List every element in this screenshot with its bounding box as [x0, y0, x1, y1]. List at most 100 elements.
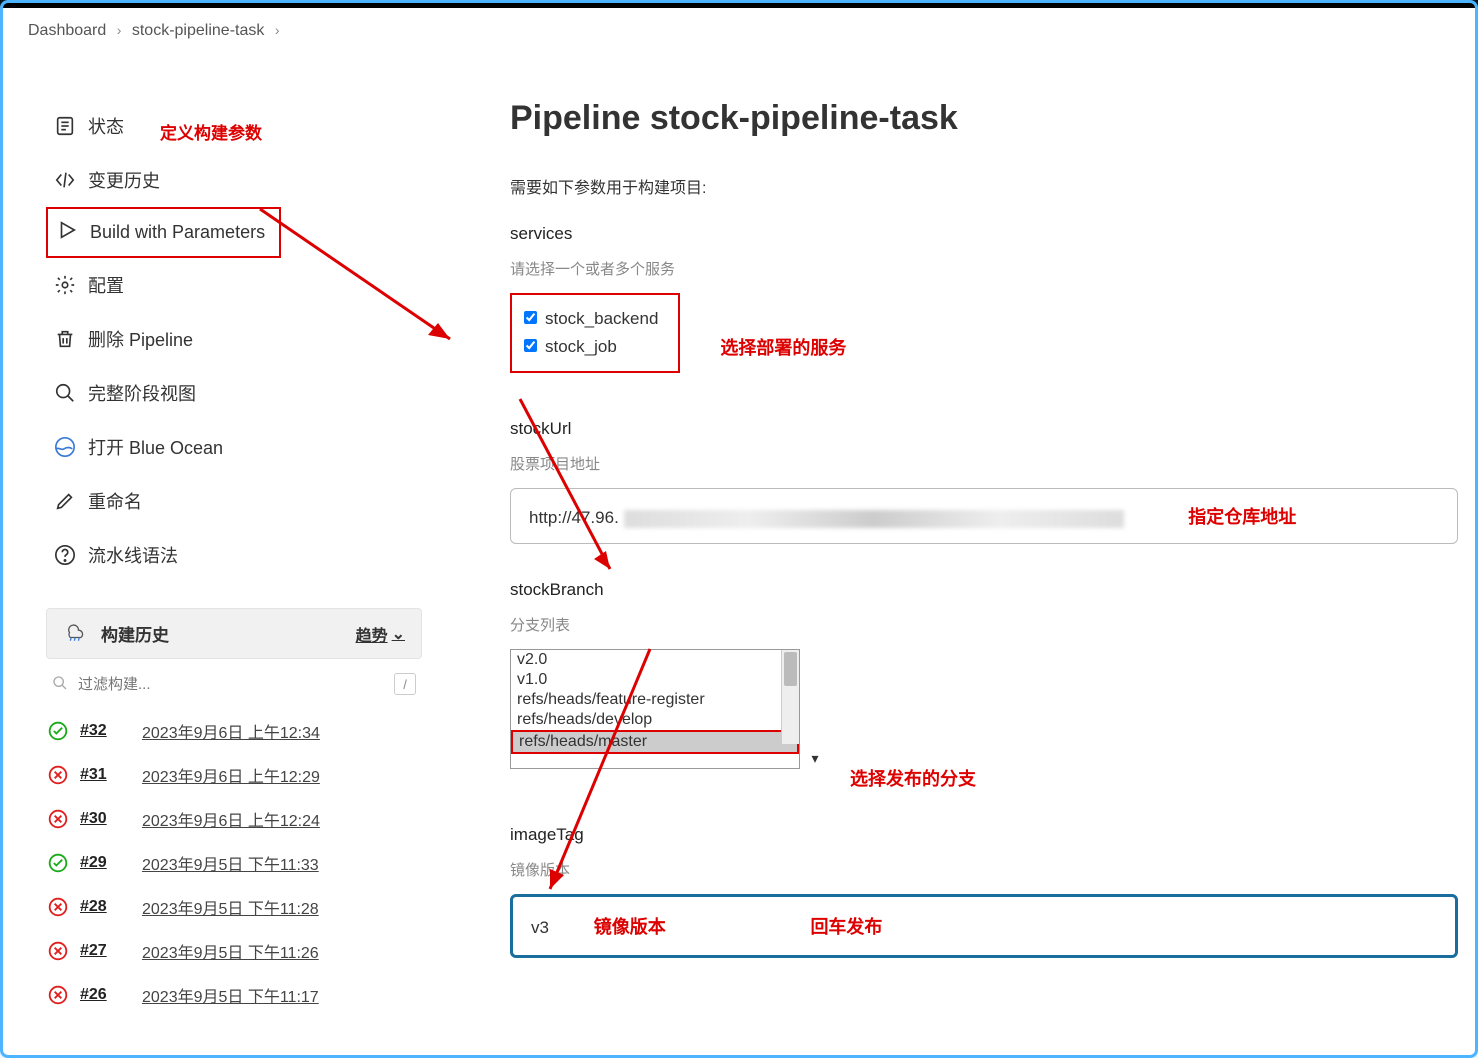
- build-date[interactable]: 2023年9月5日 下午11:17: [142, 983, 319, 1007]
- annotation-define-params: 定义构建参数: [160, 119, 262, 144]
- build-list: #32 2023年9月6日 上午12:34 #31 2023年9月6日 上午12:29…: [46, 709, 422, 1017]
- build-date[interactable]: 2023年9月5日 下午11:26: [142, 939, 319, 963]
- build-number[interactable]: #31: [80, 766, 130, 784]
- breadcrumb-project[interactable]: stock-pipeline-task: [132, 22, 265, 39]
- service-option[interactable]: stock_backend: [524, 305, 658, 333]
- build-row[interactable]: #27 2023年9月5日 下午11:26: [46, 929, 422, 973]
- status-fail-icon: [48, 941, 68, 961]
- branch-option[interactable]: refs/heads/develop: [511, 710, 799, 730]
- param-stockurl-name: stockUrl: [510, 419, 1458, 439]
- page-title: Pipeline stock-pipeline-task: [510, 99, 1458, 138]
- build-row[interactable]: #30 2023年9月6日 上午12:24: [46, 797, 422, 841]
- imagetag-input[interactable]: v3 镜像版本 回车发布: [510, 894, 1458, 958]
- build-date[interactable]: 2023年9月6日 上午12:29: [142, 763, 320, 787]
- param-branch-hint: 分支列表: [510, 614, 1458, 635]
- sidebar-item-label: 打开 Blue Ocean: [88, 434, 223, 460]
- build-date[interactable]: 2023年9月5日 下午11:33: [142, 851, 319, 875]
- build-number[interactable]: #26: [80, 986, 130, 1004]
- sidebar-item-label: 重命名: [88, 488, 142, 514]
- breadcrumb: Dashboard › stock-pipeline-task ›: [0, 8, 1478, 55]
- status-fail-icon: [48, 897, 68, 917]
- sidebar-item-label: 流水线语法: [88, 542, 178, 568]
- service-option[interactable]: stock_job: [524, 333, 658, 361]
- gear-icon: [54, 274, 76, 296]
- branch-option[interactable]: refs/heads/feature-register: [511, 690, 799, 710]
- build-number[interactable]: #27: [80, 942, 130, 960]
- trash-icon: [54, 328, 76, 350]
- sidebar-item-build-params[interactable]: Build with Parameters: [46, 207, 281, 258]
- blue-ocean-icon: [54, 436, 76, 458]
- build-row[interactable]: #26 2023年9月5日 下午11:17: [46, 973, 422, 1017]
- branch-option[interactable]: refs/heads/master: [511, 730, 799, 754]
- chevron-right-icon: ›: [117, 22, 122, 38]
- sidebar-item-full-stage[interactable]: 完整阶段视图: [46, 366, 422, 420]
- service-checkbox[interactable]: [524, 339, 537, 352]
- sidebar-item-label: 完整阶段视图: [88, 380, 196, 406]
- status-fail-icon: [48, 985, 68, 1005]
- cloud-rain-icon: [63, 621, 89, 646]
- play-icon: [56, 219, 78, 246]
- slash-shortcut-icon: /: [394, 673, 416, 695]
- blurred-content: [624, 510, 1124, 528]
- build-date[interactable]: 2023年9月6日 上午12:24: [142, 807, 320, 831]
- services-checkbox-group: stock_backendstock_job: [510, 293, 680, 373]
- service-checkbox[interactable]: [524, 311, 537, 324]
- sidebar-item-label: 状态: [88, 113, 124, 139]
- annotation-select-branch: 选择发布的分支: [850, 765, 976, 791]
- search-icon: [52, 675, 68, 694]
- build-row[interactable]: #29 2023年9月5日 下午11:33: [46, 841, 422, 885]
- build-number[interactable]: #30: [80, 810, 130, 828]
- build-number[interactable]: #29: [80, 854, 130, 872]
- sidebar-item-changes[interactable]: 变更历史: [46, 153, 422, 207]
- annotation-image-version: 镜像版本: [594, 917, 666, 937]
- status-success-icon: [48, 721, 68, 741]
- chevron-right-icon: ›: [275, 22, 280, 38]
- build-history-header: 构建历史 趋势 ⌄: [46, 608, 422, 659]
- filter-input[interactable]: [78, 676, 384, 693]
- build-description: 需要如下参数用于构建项目:: [510, 174, 1458, 198]
- sidebar-item-label: Build with Parameters: [90, 222, 265, 243]
- build-row[interactable]: #31 2023年9月6日 上午12:29: [46, 753, 422, 797]
- sidebar-item-syntax[interactable]: 流水线语法: [46, 528, 422, 582]
- param-services-hint: 请选择一个或者多个服务: [510, 258, 1458, 279]
- build-date[interactable]: 2023年9月6日 上午12:34: [142, 719, 320, 743]
- stockurl-value: http://47.96.: [529, 508, 619, 527]
- param-stockurl-hint: 股票项目地址: [510, 453, 1458, 474]
- sidebar: 定义构建参数 状态 变更历史 Build with Parameters 配置 …: [0, 99, 450, 1017]
- scrollbar[interactable]: [781, 650, 799, 744]
- document-icon: [54, 115, 76, 137]
- sidebar-item-label: 删除 Pipeline: [88, 326, 193, 352]
- trend-link[interactable]: 趋势 ⌄: [356, 622, 405, 646]
- sidebar-item-blue-ocean[interactable]: 打开 Blue Ocean: [46, 420, 422, 474]
- sidebar-item-label: 配置: [88, 272, 124, 298]
- chevron-down-icon[interactable]: ▾: [803, 746, 827, 770]
- branch-option[interactable]: v1.0: [511, 670, 799, 690]
- stockurl-input[interactable]: http://47.96. 指定仓库地址: [510, 488, 1458, 544]
- annotation-select-service: 选择部署的服务: [720, 334, 846, 360]
- build-row[interactable]: #28 2023年9月5日 下午11:28: [46, 885, 422, 929]
- param-branch-name: stockBranch: [510, 580, 1458, 600]
- param-imagetag-name: imageTag: [510, 825, 1458, 845]
- sidebar-item-rename[interactable]: 重命名: [46, 474, 422, 528]
- sidebar-item-label: 变更历史: [88, 167, 160, 193]
- chevron-down-icon: ⌄: [392, 624, 405, 644]
- annotation-repo-url: 指定仓库地址: [1188, 507, 1296, 527]
- status-fail-icon: [48, 765, 68, 785]
- branch-option[interactable]: v2.0: [511, 650, 799, 670]
- build-number[interactable]: #28: [80, 898, 130, 916]
- build-filter: /: [46, 659, 422, 709]
- param-imagetag-hint: 镜像版本: [510, 859, 1458, 880]
- build-number[interactable]: #32: [80, 722, 130, 740]
- branch-select[interactable]: v2.0v1.0refs/heads/feature-registerrefs/…: [510, 649, 800, 769]
- breadcrumb-dashboard[interactable]: Dashboard: [28, 22, 106, 39]
- build-row[interactable]: #32 2023年9月6日 上午12:34: [46, 709, 422, 753]
- sidebar-item-delete[interactable]: 删除 Pipeline: [46, 312, 422, 366]
- build-date[interactable]: 2023年9月5日 下午11:28: [142, 895, 319, 919]
- status-success-icon: [48, 853, 68, 873]
- imagetag-value: v3: [531, 918, 549, 937]
- param-services-name: services: [510, 224, 1458, 244]
- pencil-icon: [54, 490, 76, 512]
- main-content: Pipeline stock-pipeline-task 需要如下参数用于构建项…: [450, 99, 1478, 1017]
- sidebar-item-config[interactable]: 配置: [46, 258, 422, 312]
- search-icon: [54, 382, 76, 404]
